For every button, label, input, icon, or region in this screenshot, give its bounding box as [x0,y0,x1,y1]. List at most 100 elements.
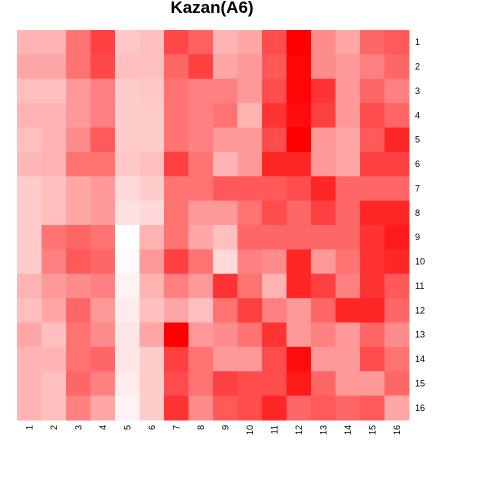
heatmap-cell [335,176,361,202]
heatmap-cell [188,103,214,129]
heatmap-cell [90,103,116,129]
heatmap-cell [311,346,336,372]
heatmap-cell [262,249,287,275]
heatmap-cell [213,346,238,372]
heatmap-cell [188,273,214,299]
heatmap-cell [17,176,42,202]
heatmap-cell [237,127,263,153]
heatmap-cell [188,346,214,372]
heatmap-cell [335,346,361,372]
heatmap-cell [66,298,91,324]
heatmap-cell [384,346,410,372]
heatmap-cell [213,225,238,250]
heatmap-cell [237,273,263,299]
heatmap-cell [139,249,165,275]
heatmap-cell [17,249,42,275]
heatmap-cell [17,127,42,153]
heatmap-cell [384,225,410,250]
heatmap-cell [311,298,336,324]
heatmap-cell [17,273,42,299]
heatmap-cell [360,322,385,348]
heatmap-cell [384,78,410,104]
y-tick-label: 16 [415,403,425,413]
heatmap-cell [41,249,67,275]
heatmap-cell [262,30,287,55]
y-tick-label: 9 [415,232,420,242]
heatmap-cell [115,371,140,397]
x-tick-label: 11 [269,425,279,434]
heatmap-cell [17,151,42,177]
heatmap-cell [188,54,214,80]
heatmap-cell [41,298,67,324]
heatmap-cell [17,395,42,421]
heatmap-cell [384,127,410,153]
heatmap-cell [262,103,287,129]
heatmap-cell [41,54,67,80]
x-tick-label: 7 [171,425,181,430]
heatmap-cell [311,225,336,250]
heatmap-cell [360,151,385,177]
heatmap-cell [237,176,263,202]
heatmap-cell [237,151,263,177]
x-tick-label: 9 [220,425,230,430]
heatmap-cell [237,78,263,104]
heatmap-cell [360,225,385,250]
heatmap-cell [384,371,410,397]
heatmap-cell [139,225,165,250]
heatmap-cell [311,273,336,299]
heatmap-cell [66,127,91,153]
heatmap-cell [41,395,67,421]
heatmap-cell [164,78,189,104]
heatmap-cell [384,273,410,299]
heatmap-cell [286,249,312,275]
heatmap-cell [237,200,263,226]
heatmap-cell [262,395,287,421]
heatmap-cell [115,30,140,55]
heatmap-cell [335,395,361,421]
heatmap-cell [90,151,116,177]
heatmap-cell [286,103,312,129]
heatmap-cell [90,176,116,202]
heatmap-cell [286,151,312,177]
heatmap-cell [164,298,189,324]
heatmap-cell [188,176,214,202]
heatmap-cell [139,30,165,55]
heatmap-cell [286,298,312,324]
heatmap-cell [384,176,410,202]
heatmap-cell [335,78,361,104]
y-tick-label: 14 [415,354,425,364]
heatmap-cell [237,249,263,275]
heatmap-cell [41,273,67,299]
heatmap-cell [17,103,42,129]
heatmap-cell [139,395,165,421]
heatmap-cell [262,346,287,372]
heatmap-cell [164,127,189,153]
heatmap-cell [164,54,189,80]
heatmap-cell [41,225,67,250]
heatmap-cell [115,176,140,202]
heatmap-cell [360,200,385,226]
heatmap-cell [139,151,165,177]
heatmap-cell [66,322,91,348]
heatmap-cell [311,200,336,226]
heatmap-cell [360,249,385,275]
heatmap-cell [286,127,312,153]
heatmap-cell [188,30,214,55]
x-tick-label: 3 [73,425,83,430]
heatmap-cell [164,346,189,372]
heatmap-cell [164,395,189,421]
heatmap-cell [188,200,214,226]
y-tick-label: 10 [415,257,425,267]
heatmap-cell [213,273,238,299]
heatmap-cell [115,151,140,177]
heatmap-cell [164,225,189,250]
heatmap-cell [41,200,67,226]
heatmap-cell [311,371,336,397]
heatmap-cell [115,103,140,129]
x-tick-label: 13 [318,425,328,435]
heatmap-cell [237,322,263,348]
heatmap-cell [41,103,67,129]
x-tick-label: 12 [294,425,304,435]
heatmap-cell [164,371,189,397]
heatmap-cell [115,54,140,80]
